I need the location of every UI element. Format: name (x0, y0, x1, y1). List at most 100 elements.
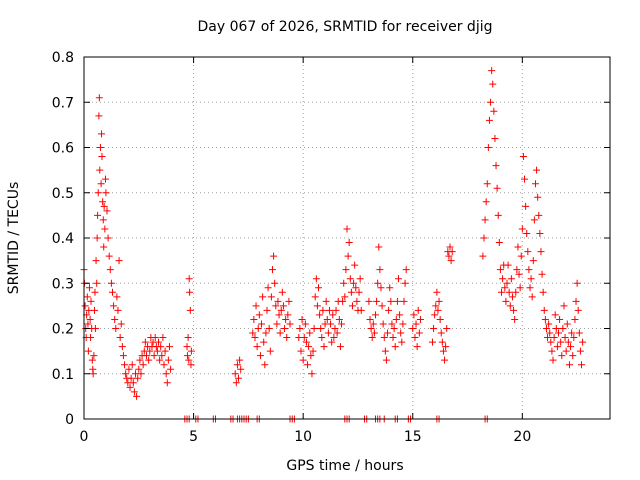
data-point (542, 325, 550, 332)
data-point (536, 229, 544, 237)
data-point (106, 266, 114, 274)
data-point (573, 279, 581, 287)
data-point (525, 266, 533, 274)
data-point (508, 293, 516, 301)
data-point (442, 343, 450, 351)
data-point (236, 356, 244, 364)
data-point (414, 306, 422, 314)
chart-title: Day 067 of 2026, SRMTID for receiver dji… (198, 19, 493, 35)
data-point (448, 248, 456, 256)
data-point (347, 288, 355, 296)
data-point (441, 356, 449, 364)
data-point (127, 374, 135, 382)
data-point (324, 329, 332, 337)
data-point (556, 315, 564, 323)
data-point (534, 193, 542, 201)
data-point (125, 365, 133, 373)
data-point (232, 379, 240, 387)
data-point (493, 184, 501, 192)
axis-ticks: 0 0.1 0.2 0.3 0.4 0.5 0.6 0.7 0.8 0 5 10 15 20 (52, 50, 610, 445)
data-point (511, 315, 519, 323)
data-point (94, 211, 102, 219)
data-point (431, 311, 439, 319)
data-point (304, 361, 312, 369)
data-point (97, 180, 105, 188)
data-point (545, 320, 553, 328)
data-point (563, 320, 571, 328)
data-point (558, 352, 566, 360)
data-point (526, 284, 534, 292)
data-point (355, 288, 363, 296)
data-point (482, 198, 490, 206)
grid (84, 57, 610, 419)
data-point (150, 352, 158, 360)
data-point (254, 325, 262, 332)
data-point (346, 275, 354, 283)
data-point (186, 288, 194, 296)
data-point (256, 352, 264, 360)
data-point (283, 334, 291, 342)
data-point (522, 202, 530, 210)
data-point (387, 297, 395, 305)
data-point (161, 347, 169, 355)
data-point (335, 315, 343, 323)
data-point (103, 207, 111, 215)
data-point (301, 320, 309, 328)
data-point (438, 338, 446, 346)
data-point (397, 329, 405, 337)
data-point (266, 347, 274, 355)
x-tick-label: 0 (80, 429, 89, 445)
data-point (91, 288, 99, 296)
data-point (382, 356, 390, 364)
data-point (570, 334, 578, 342)
data-point (399, 320, 407, 328)
data-point (540, 306, 548, 314)
data-point (484, 144, 492, 151)
data-point (233, 361, 241, 369)
data-point (139, 361, 147, 369)
data-point (533, 166, 541, 174)
data-point (279, 302, 287, 310)
data-point (481, 216, 489, 224)
data-point (561, 334, 569, 342)
x-tick-label: 15 (404, 429, 422, 445)
data-point (160, 361, 168, 369)
data-point (479, 252, 487, 260)
data-point (529, 257, 537, 265)
data-point (165, 343, 173, 351)
x-tick-label: 5 (189, 429, 198, 445)
data-point (267, 293, 275, 301)
data-point (237, 365, 245, 373)
y-tick-label: 0.7 (52, 95, 74, 111)
data-point (567, 343, 575, 351)
data-point (318, 334, 326, 342)
data-point (385, 306, 393, 314)
data-point (255, 311, 263, 319)
data-point (430, 325, 438, 332)
data-point (310, 325, 318, 332)
data-point (96, 166, 104, 174)
data-point (307, 352, 315, 360)
data-point (126, 383, 134, 391)
data-point (145, 356, 153, 364)
data-point (108, 288, 116, 296)
data-point (312, 275, 320, 283)
x-tick-label: 20 (513, 429, 531, 445)
data-point (366, 315, 374, 323)
data-point (562, 347, 570, 355)
data-point (322, 297, 330, 305)
data-point (281, 325, 289, 332)
data-point (554, 329, 562, 337)
data-point (264, 284, 272, 292)
data-point (516, 284, 524, 292)
data-point (300, 334, 308, 342)
data-point (306, 329, 314, 337)
data-point (552, 325, 560, 332)
data-point (85, 284, 93, 292)
data-point (141, 338, 149, 346)
data-point (428, 338, 436, 346)
data-point (576, 347, 584, 355)
data-point (393, 297, 401, 305)
data-point (263, 306, 271, 314)
data-point (412, 320, 420, 328)
